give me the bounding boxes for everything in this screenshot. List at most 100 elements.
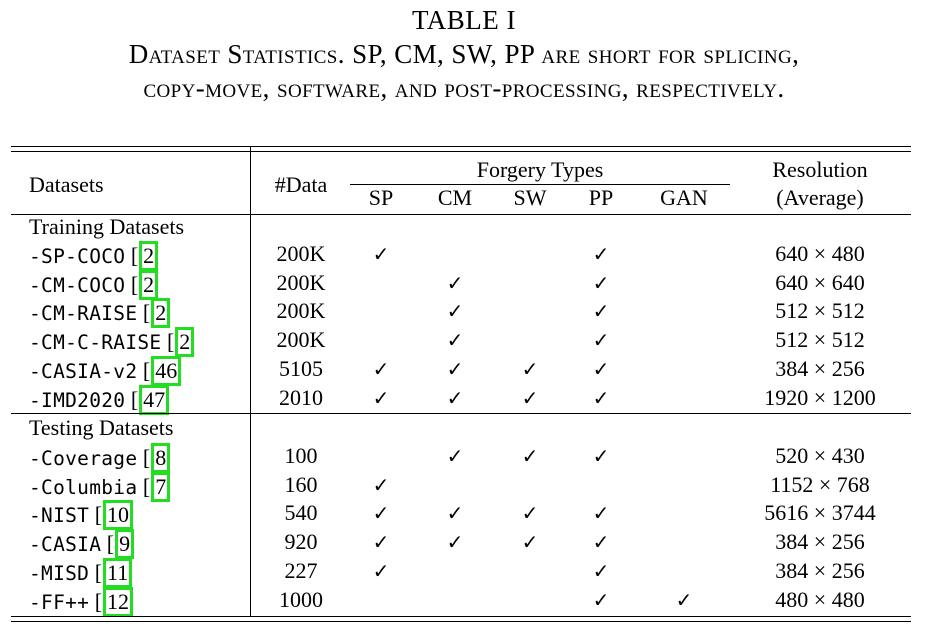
table-row-dataset: -SP-COCO [2 [29, 241, 159, 271]
table-row-dataset: -Columbia [7 [29, 471, 171, 502]
check-mark-icon: ✓ [446, 356, 464, 381]
citation-bracket: [ [137, 357, 151, 383]
check-mark-icon: ✓ [521, 444, 539, 468]
citation-link[interactable]: 11 [103, 557, 133, 588]
citation-link[interactable]: 10 [103, 500, 134, 531]
dataset-name: -MISD [29, 561, 90, 585]
check-mark-icon: ✓ [521, 356, 539, 381]
resolution-cell: 640 × 480 [775, 241, 865, 266]
table-caption: TABLE I Dataset Statistics. SP, CM, SW, … [0, 4, 928, 106]
check-mark-icon: ✓ [372, 530, 390, 555]
check-mark-icon: ✓ [675, 587, 693, 612]
check-mark-icon: ✓ [592, 242, 610, 266]
citation-bracket: [ [125, 243, 139, 268]
table-row-dataset: -NIST [10 [29, 500, 134, 531]
resolution-cell: 1152 × 768 [770, 471, 870, 497]
header-forgery-cm: CM [437, 185, 473, 210]
data-count-cell: 227 [284, 557, 318, 583]
table-row-dataset: -CM-RAISE [2 [29, 298, 171, 329]
dataset-name: -Coverage [29, 447, 138, 470]
resolution-cell: 520 × 430 [775, 443, 865, 468]
section-training: Training Datasets [29, 214, 185, 239]
data-count-cell: 160 [284, 471, 318, 497]
bottom-rule-2 [11, 621, 911, 623]
citation-link[interactable]: 9 [115, 529, 135, 560]
header-forgery-types: Forgery Types [476, 157, 604, 182]
citation-bracket: [ [89, 588, 103, 614]
resolution-cell: 640 × 640 [775, 269, 865, 295]
header-forgery-sw: SW [513, 185, 547, 210]
data-count-cell: 100 [284, 443, 318, 468]
citation-bracket: [ [137, 445, 151, 470]
resolution-cell: 480 × 480 [775, 586, 865, 612]
header-data-count: #Data [274, 172, 328, 197]
dataset-name: -CM-RAISE [29, 302, 138, 326]
citation-link[interactable]: 12 [103, 586, 134, 617]
check-mark-icon: ✓ [592, 530, 610, 555]
citation-link[interactable]: 47 [139, 384, 170, 415]
header-resolution: Resolution [772, 157, 868, 182]
check-mark-icon: ✓ [446, 444, 464, 468]
resolution-cell: 512 × 512 [775, 298, 865, 324]
check-mark-icon: ✓ [372, 242, 390, 266]
check-mark-icon: ✓ [372, 501, 390, 526]
data-count-cell: 200K [276, 298, 326, 324]
citation-link[interactable]: 7 [151, 471, 171, 502]
data-count-cell: 920 [284, 529, 318, 555]
header-forgery-gan: GAN [660, 185, 708, 210]
table-number: TABLE I [411, 5, 517, 35]
resolution-cell: 384 × 256 [775, 355, 865, 381]
bottom-rule-1 [11, 616, 911, 618]
citation-link[interactable]: 2 [175, 327, 195, 358]
check-mark-icon: ✓ [372, 385, 390, 410]
check-mark-icon: ✓ [592, 558, 610, 583]
dataset-name: -Columbia [29, 475, 138, 499]
header-resolution-sub: (Average) [776, 185, 864, 210]
forgery-types-rule [350, 184, 730, 186]
dataset-name: -CM-COCO [29, 273, 126, 297]
check-mark-icon: ✓ [521, 385, 539, 410]
check-mark-icon: ✓ [592, 444, 610, 468]
dataset-name: -SP-COCO [29, 245, 126, 268]
citation-link[interactable]: 46 [151, 355, 182, 386]
table-row-dataset: -CASIA-v2 [46 [29, 355, 182, 386]
section-testing: Testing Datasets [29, 415, 174, 440]
citation-link[interactable]: 8 [151, 443, 171, 473]
table-row-dataset: -Coverage [8 [29, 443, 171, 473]
citation-bracket: [ [89, 502, 103, 528]
top-rule-2 [11, 151, 911, 153]
data-count-cell: 5105 [279, 355, 323, 381]
citation-bracket: [ [125, 386, 139, 412]
check-mark-icon: ✓ [592, 587, 610, 612]
dataset-name: -NIST [29, 504, 90, 528]
check-mark-icon: ✓ [592, 501, 610, 526]
check-mark-icon: ✓ [592, 356, 610, 381]
data-count-cell: 200K [276, 327, 326, 353]
section-divider-rule [11, 413, 911, 415]
check-mark-icon: ✓ [592, 270, 610, 295]
citation-link[interactable]: 2 [139, 241, 159, 271]
citation-bracket: [ [137, 300, 151, 326]
header-datasets: Datasets [29, 172, 104, 197]
table-row-dataset: -MISD [11 [29, 557, 133, 588]
check-mark-icon: ✓ [592, 299, 610, 324]
check-mark-icon: ✓ [446, 270, 464, 295]
table-row-dataset: -CM-C-RAISE [2 [29, 327, 195, 358]
resolution-cell: 5616 × 3744 [764, 500, 876, 526]
data-count-cell: 1000 [279, 586, 323, 612]
caption-line-1: Dataset Statistics. SP, CM, SW, PP are s… [128, 39, 800, 69]
citation-link[interactable]: 2 [151, 298, 171, 329]
table-row-dataset: -IMD2020 [47 [29, 384, 170, 415]
check-mark-icon: ✓ [372, 356, 390, 381]
check-mark-icon: ✓ [446, 501, 464, 526]
resolution-cell: 512 × 512 [775, 327, 865, 353]
citation-link[interactable]: 2 [139, 269, 159, 300]
check-mark-icon: ✓ [521, 530, 539, 555]
data-count-cell: 200K [276, 269, 326, 295]
resolution-cell: 384 × 256 [775, 529, 865, 555]
column-divider [250, 146, 252, 616]
citation-bracket: [ [101, 531, 115, 557]
citation-bracket: [ [125, 271, 139, 297]
table-row-dataset: -CASIA [9 [29, 529, 135, 560]
check-mark-icon: ✓ [521, 501, 539, 526]
